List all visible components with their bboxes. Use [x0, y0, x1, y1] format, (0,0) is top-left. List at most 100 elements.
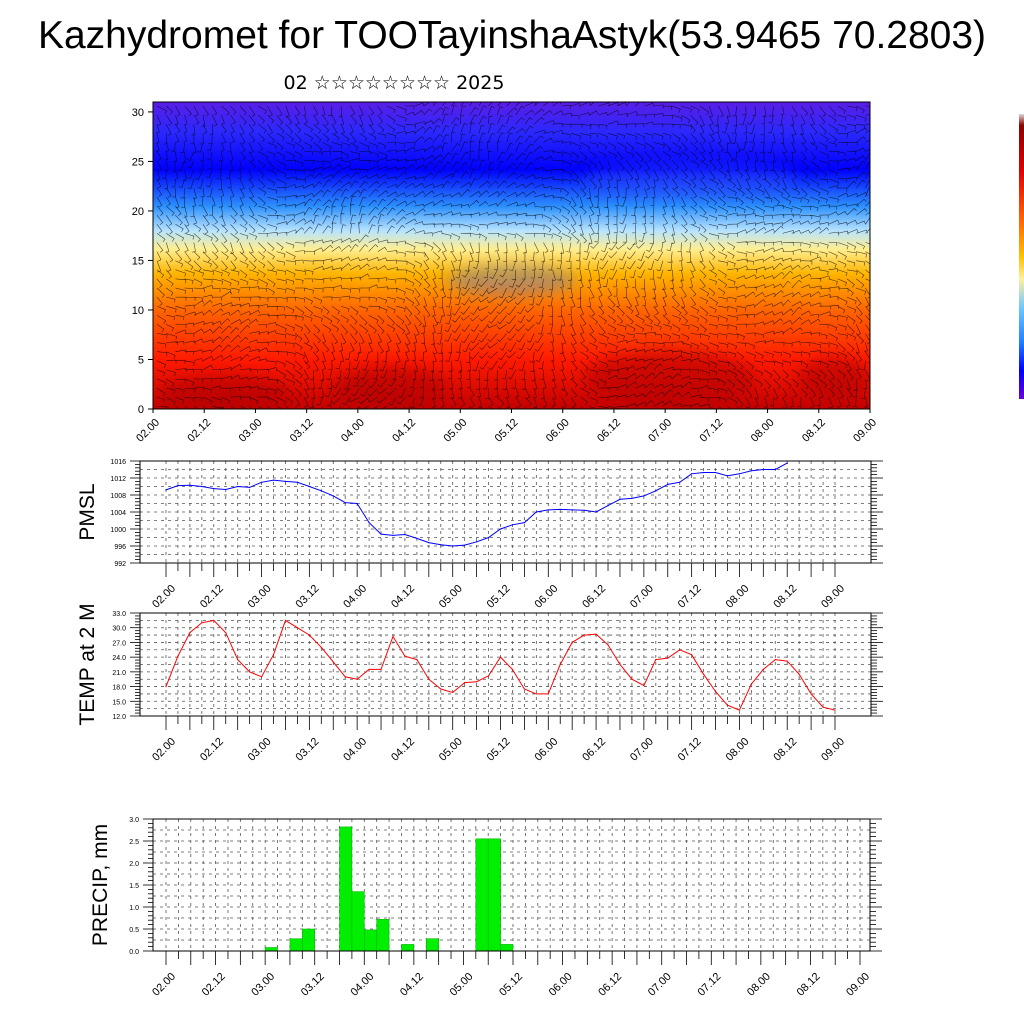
y-tick-label: 5 — [138, 354, 144, 366]
pmsl-point — [416, 537, 418, 539]
x-tick-label: 05.12 — [485, 583, 513, 611]
x-tick-label: 03.00 — [246, 736, 274, 764]
pmsl-point — [762, 468, 764, 471]
pmsl-point — [535, 511, 537, 513]
temp-point — [762, 668, 764, 671]
grid — [140, 461, 871, 563]
pmsl-point — [595, 511, 597, 513]
pmsl-point — [655, 490, 657, 492]
pmsl-point — [260, 481, 263, 483]
x-tick-label: 05.00 — [437, 736, 465, 764]
temp-point — [511, 668, 514, 671]
wind-barb-field — [155, 102, 870, 409]
grid — [153, 819, 870, 951]
x-tick-label: 02.00 — [150, 736, 178, 764]
pmsl-panel: 992 996 1000 1004 1008 1012 1016 02.00 02.12 03.0… — [76, 459, 883, 611]
temp-point — [392, 635, 394, 638]
temp-point — [201, 622, 203, 624]
temp-point — [237, 658, 239, 661]
x-tick-label: 02.12 — [198, 583, 226, 611]
temp-point — [679, 649, 681, 651]
temp-point — [667, 657, 669, 659]
precip-axis-label: PRECIP, mm — [89, 824, 112, 946]
precip-bar — [401, 944, 415, 952]
precip-bar — [364, 929, 377, 952]
pmsl-point — [249, 486, 251, 488]
pmsl-point — [225, 488, 227, 491]
x-tick-label: 05.00 — [448, 971, 476, 999]
pmsl-point — [691, 473, 693, 475]
pmsl-point — [428, 542, 430, 544]
pmsl-point — [738, 473, 741, 475]
warm-core — [332, 366, 447, 409]
pmsl-point — [213, 488, 215, 490]
y-tick-label: 1.0 — [129, 905, 139, 912]
x-tick-label: 07.00 — [628, 583, 656, 611]
pmsl-point — [380, 533, 382, 535]
temp-point — [332, 661, 334, 663]
pmsl-point — [571, 509, 573, 511]
x-tick-label: 03.00 — [249, 971, 277, 999]
x-tick-label: 02.12 — [185, 417, 213, 445]
temp-point — [213, 619, 215, 621]
x-tick-label: 05.00 — [441, 417, 469, 445]
pmsl-point — [272, 479, 275, 481]
precip-panel: 0.0 0.5 1.0 1.5 2.0 2.5 3.0 02.00 02.12 03.00 03.1… — [89, 817, 882, 999]
x-tick-label: 02.00 — [134, 417, 162, 445]
precip-bar — [376, 919, 390, 952]
temp-point — [165, 685, 167, 688]
y-tick-label: 0.0 — [129, 949, 139, 956]
x-tick-label: 05.12 — [485, 736, 513, 764]
y-tick-label: 1016 — [110, 459, 126, 466]
temp-point — [583, 634, 585, 636]
x-tick-label: 03.12 — [299, 971, 327, 999]
chart-subtitle: 02 ☆☆☆☆☆☆☆☆ 2025 — [0, 72, 788, 94]
pmsl-point — [284, 480, 287, 482]
pmsl-point — [237, 485, 239, 488]
y-tick-label: 15.0 — [112, 699, 126, 706]
x-tick-label: 08.12 — [795, 971, 823, 999]
temp-point — [499, 656, 502, 658]
temp-point — [296, 627, 299, 629]
x-tick-label: 06.12 — [595, 417, 623, 445]
x-tick-label: 07.12 — [695, 971, 723, 999]
x-tick-label: 04.00 — [339, 417, 367, 445]
y-tick-label: 2.5 — [129, 839, 139, 846]
x-tick-label: 08.12 — [771, 736, 799, 764]
y-tick-label: 30 — [132, 107, 144, 119]
temp-point — [249, 671, 251, 673]
precip-bar — [487, 838, 501, 952]
y-tick-label: 1008 — [110, 493, 126, 500]
temp-point — [559, 663, 561, 666]
cross-section-field — [153, 102, 870, 409]
temp-point — [487, 675, 490, 677]
x-tick-label: 04.00 — [341, 583, 369, 611]
y-tick-label: 30.0 — [112, 626, 126, 633]
pmsl-point — [679, 481, 681, 483]
pmsl-point — [786, 462, 788, 464]
pmsl-point — [165, 489, 167, 491]
temp-point — [655, 658, 657, 661]
precip-bar — [351, 891, 365, 952]
x-tick-label: 03.00 — [237, 417, 265, 445]
temp-point — [260, 676, 263, 678]
temp-point — [189, 632, 191, 634]
x-tick-label: 06.00 — [532, 736, 560, 764]
temp-point — [810, 693, 812, 695]
x-tick-label: 07.12 — [676, 736, 704, 764]
x-tick-label: 04.00 — [341, 736, 369, 764]
x-tick-label: 06.12 — [596, 971, 624, 999]
x-tick-label: 02.12 — [198, 736, 226, 764]
x-tick-label: 09.00 — [851, 417, 879, 445]
temp-point — [535, 693, 537, 695]
pmsl-point — [464, 544, 466, 546]
x-tick-label: 08.12 — [800, 417, 828, 445]
y-tick-label: 1004 — [110, 510, 126, 517]
pmsl-point — [392, 534, 394, 536]
pmsl-point — [547, 509, 549, 511]
x-tick-label: 03.12 — [294, 736, 322, 764]
precip-bar — [426, 938, 439, 952]
x-tick-label: 08.00 — [724, 736, 752, 764]
pmsl-axis-label: PMSL — [76, 483, 99, 540]
